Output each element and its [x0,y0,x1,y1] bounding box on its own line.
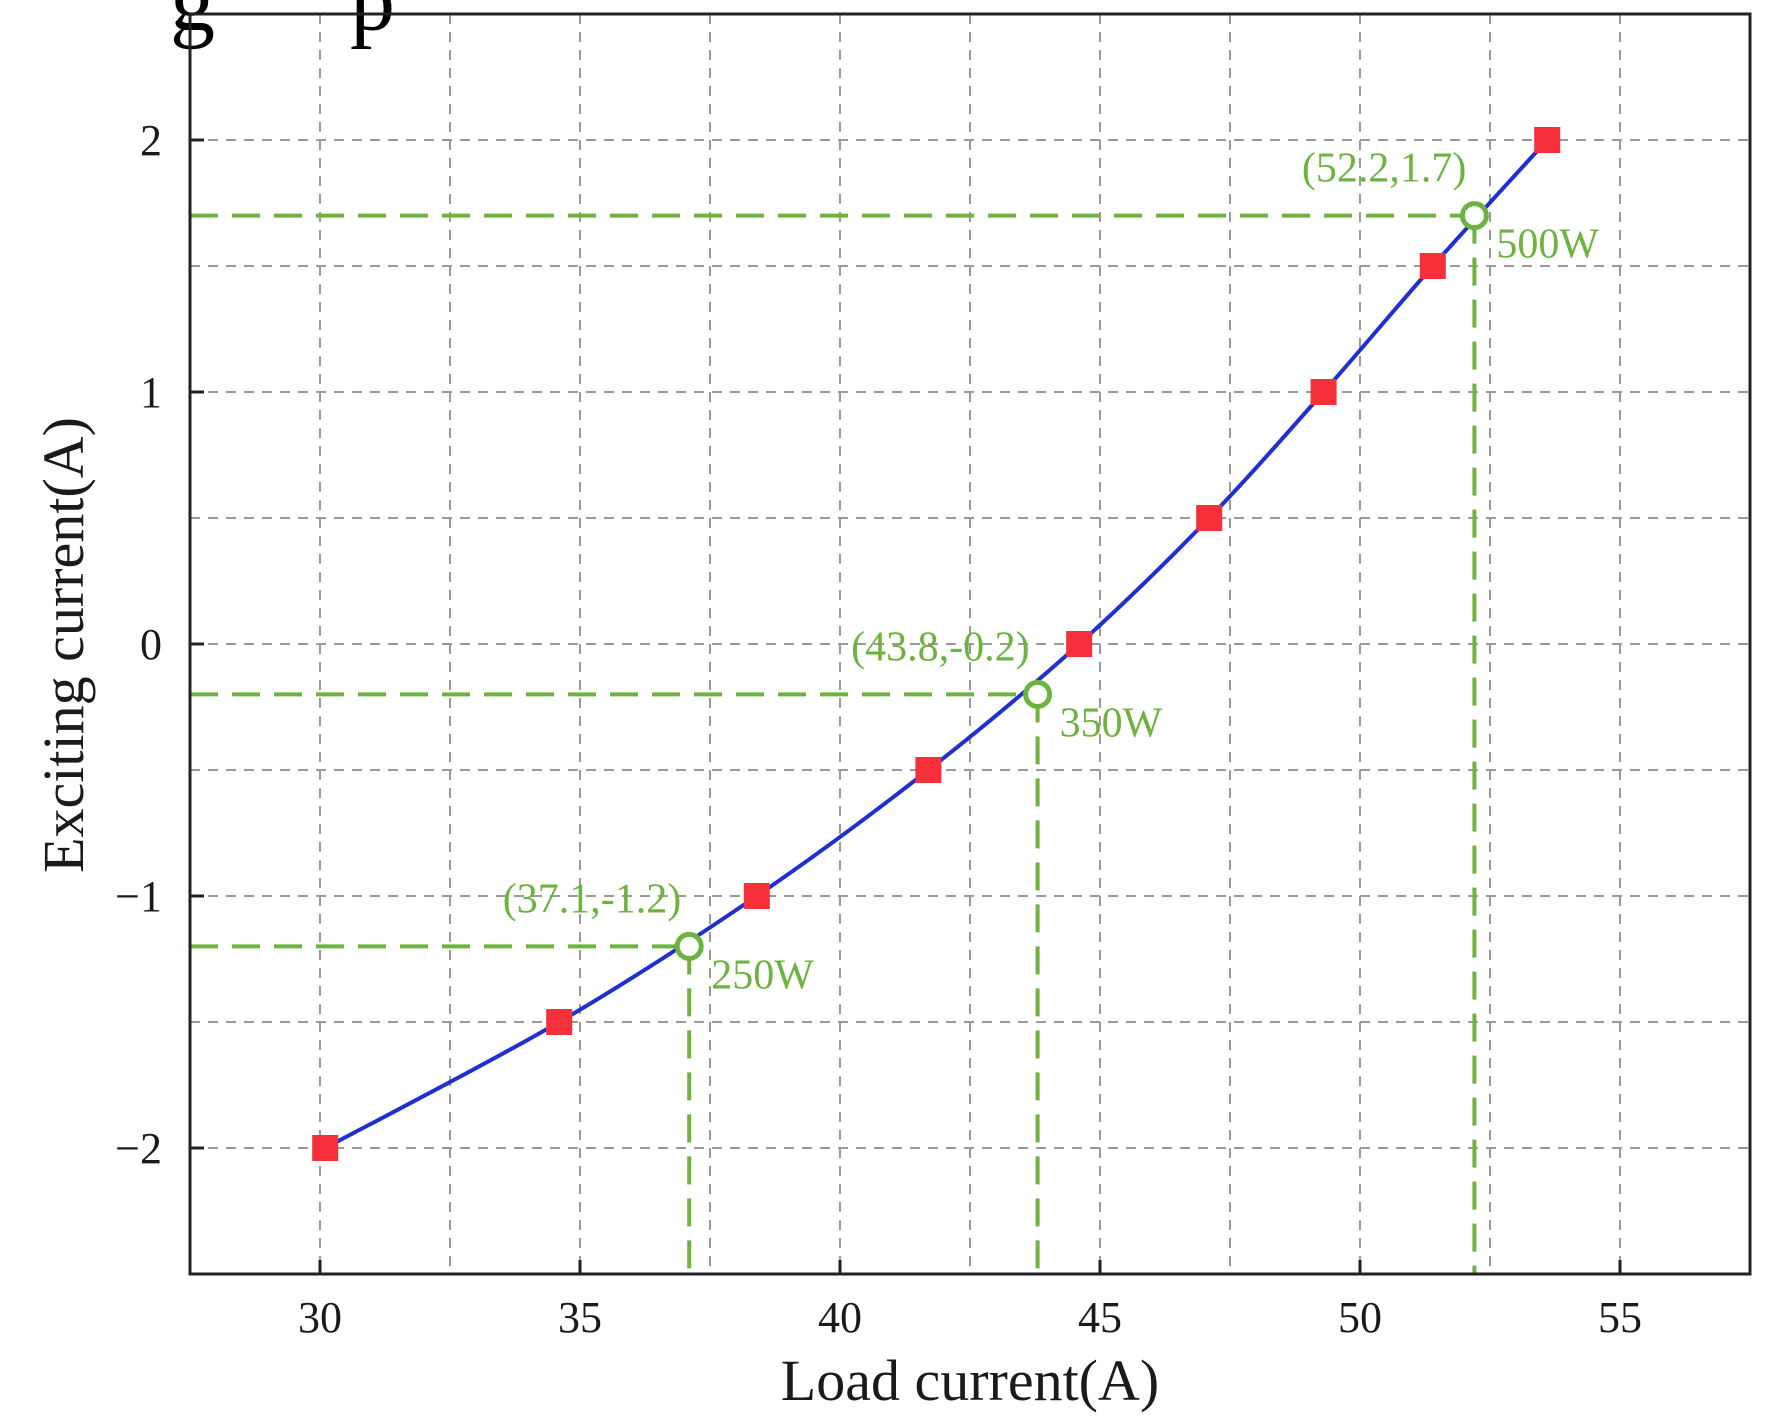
annotation-coordinate-label: (37.1,-1.2) [503,876,681,922]
grid [190,14,1750,1274]
data-point-marker [546,1009,573,1035]
tick-labels: 30 35 40 45 50 55 −2 −1 0 1 2 [115,116,1642,1342]
data-point-marker [312,1135,339,1161]
y-axis-title: Exciting current(A) [31,417,96,873]
series-path [324,138,1549,1150]
y-tick-label: 2 [140,116,162,165]
annotation-power-label: 250W [711,952,814,998]
x-tick-label: 50 [1338,1293,1382,1342]
y-tick-label: 0 [140,620,162,669]
x-tick-label: 40 [818,1293,862,1342]
data-markers [312,127,1561,1161]
annotation-power-label: 350W [1060,700,1163,746]
y-tick-label: −1 [115,872,162,921]
annotation-point-marker [1459,201,1489,231]
annotation-coordinate-label: (52.2,1.7) [1302,146,1466,192]
cropped-title-fragment: g p [170,0,395,50]
data-point-marker [1066,631,1093,657]
axis-ticks [190,138,1622,1274]
data-point-marker [743,883,770,909]
x-axis-title: Load current(A) [781,1348,1159,1413]
x-tick-label: 30 [298,1293,342,1342]
data-point-marker [1196,505,1223,531]
annotation-guides [190,213,1477,1274]
annotation-labels: (37.1,-1.2) 250W (43.8,-0.2) 350W (52.2,1.7)… [503,146,1600,999]
y-tick-label: 1 [140,368,162,417]
data-point-marker [1534,127,1561,153]
annotation-power-label: 500W [1496,222,1599,268]
data-point-marker [1310,379,1337,405]
data-point-marker [1419,253,1446,279]
data-point-marker [915,757,942,783]
x-tick-label: 55 [1598,1293,1642,1342]
annotation-markers [674,201,1489,961]
x-tick-label: 45 [1078,1293,1122,1342]
annotation-point-marker [674,931,704,961]
annotation-coordinate-label: (43.8,-0.2) [851,624,1029,670]
x-tick-label: 35 [558,1293,602,1342]
y-tick-label: −2 [115,1124,162,1173]
annotation-point-marker [1023,679,1053,709]
series-line [324,138,1549,1150]
